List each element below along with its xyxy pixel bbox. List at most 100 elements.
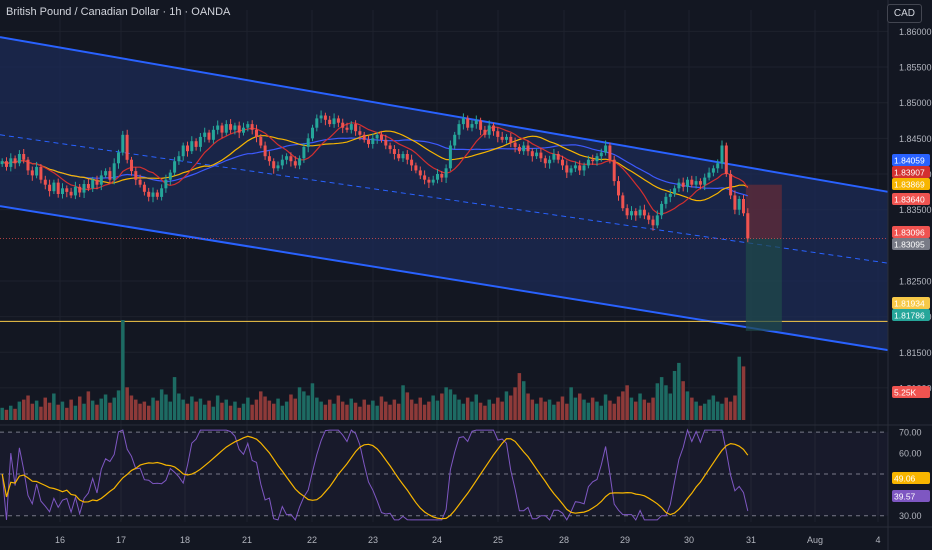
- candle-body: [716, 163, 720, 169]
- candle-body: [651, 219, 655, 226]
- price-tick-label: 1.82500: [899, 276, 932, 286]
- volume-bar: [125, 387, 129, 420]
- volume-bar: [547, 399, 552, 420]
- candle-body: [280, 159, 284, 166]
- channel-upper-line: [0, 36, 889, 193]
- volume-bar: [491, 403, 496, 420]
- volume-bar: [121, 320, 125, 420]
- volume-bar: [720, 403, 724, 420]
- volume-bar: [685, 391, 690, 420]
- volume-bar: [69, 399, 73, 420]
- volume-bar: [82, 403, 86, 420]
- candle-body: [431, 179, 435, 183]
- volume-bar: [358, 406, 362, 420]
- candle-body: [341, 122, 345, 128]
- candle-body: [530, 151, 534, 157]
- volume-bar: [181, 399, 185, 420]
- candle-body: [660, 203, 664, 216]
- volume-bar: [539, 397, 543, 420]
- volume-bar: [172, 377, 177, 420]
- candle-body: [380, 134, 383, 140]
- candle-body: [535, 152, 539, 157]
- volume-bar: [328, 399, 332, 420]
- candle-body: [448, 145, 452, 169]
- candle-body: [108, 171, 112, 180]
- volume-bar: [638, 393, 642, 420]
- candle-body: [362, 134, 366, 140]
- volume-bar: [698, 405, 703, 420]
- candle-body: [401, 154, 405, 159]
- volume-bar: [164, 394, 168, 420]
- candle-body: [151, 192, 155, 197]
- volume-bar: [599, 405, 603, 420]
- volume-bar: [517, 373, 522, 420]
- volume-bar: [224, 399, 228, 420]
- volume-bar: [379, 396, 384, 420]
- volume-bar: [496, 397, 500, 420]
- candle-body: [573, 165, 577, 169]
- volume-bar: [142, 401, 147, 420]
- candle-body: [259, 136, 263, 146]
- volume-bar: [500, 401, 504, 420]
- volume-bar: [198, 398, 203, 420]
- volume-bar: [448, 389, 453, 420]
- time-tick-label: 21: [242, 535, 252, 545]
- candle-body: [638, 209, 642, 216]
- price-label: 1.83640: [894, 195, 925, 205]
- currency-button[interactable]: CAD: [886, 4, 922, 23]
- volume-bar: [552, 404, 556, 420]
- take-profit-zone: [745, 238, 782, 331]
- volume-bar: [203, 404, 207, 420]
- volume-bar: [457, 399, 461, 420]
- volume-bar: [34, 400, 39, 420]
- volume-bar: [586, 402, 591, 420]
- candle-body: [125, 134, 129, 160]
- rsi-line: [1, 428, 749, 521]
- price-label-tag: [892, 193, 930, 205]
- volume-bar: [409, 399, 414, 420]
- candle-body: [194, 141, 198, 147]
- volume-bar: [228, 405, 233, 420]
- volume-bar: [556, 401, 560, 420]
- price-label-tag: [892, 178, 930, 190]
- rsi-tick-label: 70.00: [899, 428, 922, 438]
- volume-bar: [655, 383, 660, 420]
- price-label: 1.83869: [894, 180, 925, 190]
- volume-bar: [578, 393, 582, 420]
- candle-body: [345, 127, 349, 130]
- candle-body: [487, 125, 491, 135]
- volume-bar: [483, 405, 487, 420]
- candle-body: [578, 165, 582, 171]
- volume-bar: [30, 403, 35, 420]
- candle-body: [328, 119, 332, 125]
- volume-bar: [78, 396, 82, 420]
- volume-bar: [280, 405, 285, 420]
- candle-body: [418, 170, 422, 176]
- candle-body: [612, 159, 616, 182]
- candle-body: [177, 156, 181, 162]
- volume-bar: [112, 397, 116, 420]
- volume-bar: [534, 403, 539, 420]
- volume-bar: [95, 404, 99, 420]
- candle-body: [724, 145, 728, 174]
- candle-body: [686, 179, 689, 187]
- rsi-tick-label: 60.00: [899, 449, 922, 459]
- candle-body: [121, 134, 125, 153]
- volume-bar: [340, 401, 345, 420]
- candle-body: [617, 181, 620, 196]
- volume-bar: [427, 401, 431, 420]
- channel-lower-line: [0, 205, 889, 352]
- volume-bar: [319, 401, 323, 420]
- volume-bar: [297, 387, 302, 420]
- candle-body: [642, 209, 646, 216]
- volume-bar: [595, 401, 599, 420]
- volume-bar: [60, 401, 65, 420]
- volume-bar: [461, 403, 466, 420]
- volume-bar: [194, 401, 198, 420]
- volume-bar: [134, 399, 138, 420]
- volume-bar: [310, 383, 315, 420]
- candle-body: [229, 124, 233, 130]
- volume-bar: [603, 394, 608, 420]
- candle-body: [311, 127, 314, 139]
